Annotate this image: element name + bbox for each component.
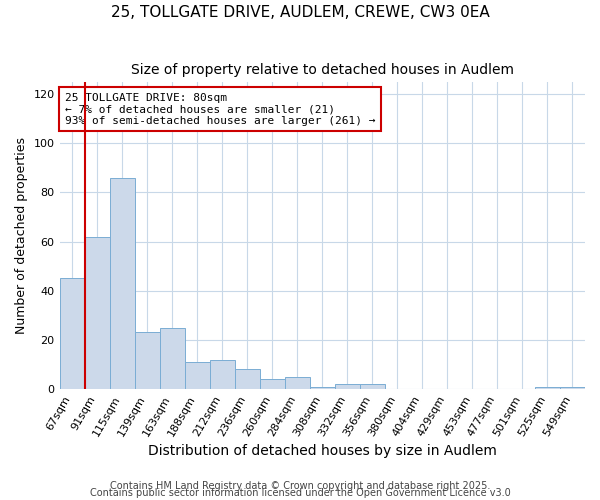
Bar	[185, 362, 209, 389]
Text: Contains public sector information licensed under the Open Government Licence v3: Contains public sector information licen…	[89, 488, 511, 498]
Bar	[209, 360, 235, 389]
Bar	[160, 328, 185, 389]
Text: Contains HM Land Registry data © Crown copyright and database right 2025.: Contains HM Land Registry data © Crown c…	[110, 481, 490, 491]
Text: 25, TOLLGATE DRIVE, AUDLEM, CREWE, CW3 0EA: 25, TOLLGATE DRIVE, AUDLEM, CREWE, CW3 0…	[110, 5, 490, 20]
Bar	[85, 236, 110, 389]
Title: Size of property relative to detached houses in Audlem: Size of property relative to detached ho…	[131, 62, 514, 76]
Bar	[110, 178, 134, 389]
Y-axis label: Number of detached properties: Number of detached properties	[15, 137, 28, 334]
Bar	[310, 386, 335, 389]
Bar	[59, 278, 85, 389]
Bar	[235, 370, 260, 389]
X-axis label: Distribution of detached houses by size in Audlem: Distribution of detached houses by size …	[148, 444, 497, 458]
Bar	[285, 376, 310, 389]
Bar	[535, 386, 560, 389]
Bar	[260, 379, 285, 389]
Bar	[335, 384, 360, 389]
Bar	[560, 386, 585, 389]
Text: 25 TOLLGATE DRIVE: 80sqm
← 7% of detached houses are smaller (21)
93% of semi-de: 25 TOLLGATE DRIVE: 80sqm ← 7% of detache…	[65, 92, 375, 126]
Bar	[134, 332, 160, 389]
Bar	[360, 384, 385, 389]
